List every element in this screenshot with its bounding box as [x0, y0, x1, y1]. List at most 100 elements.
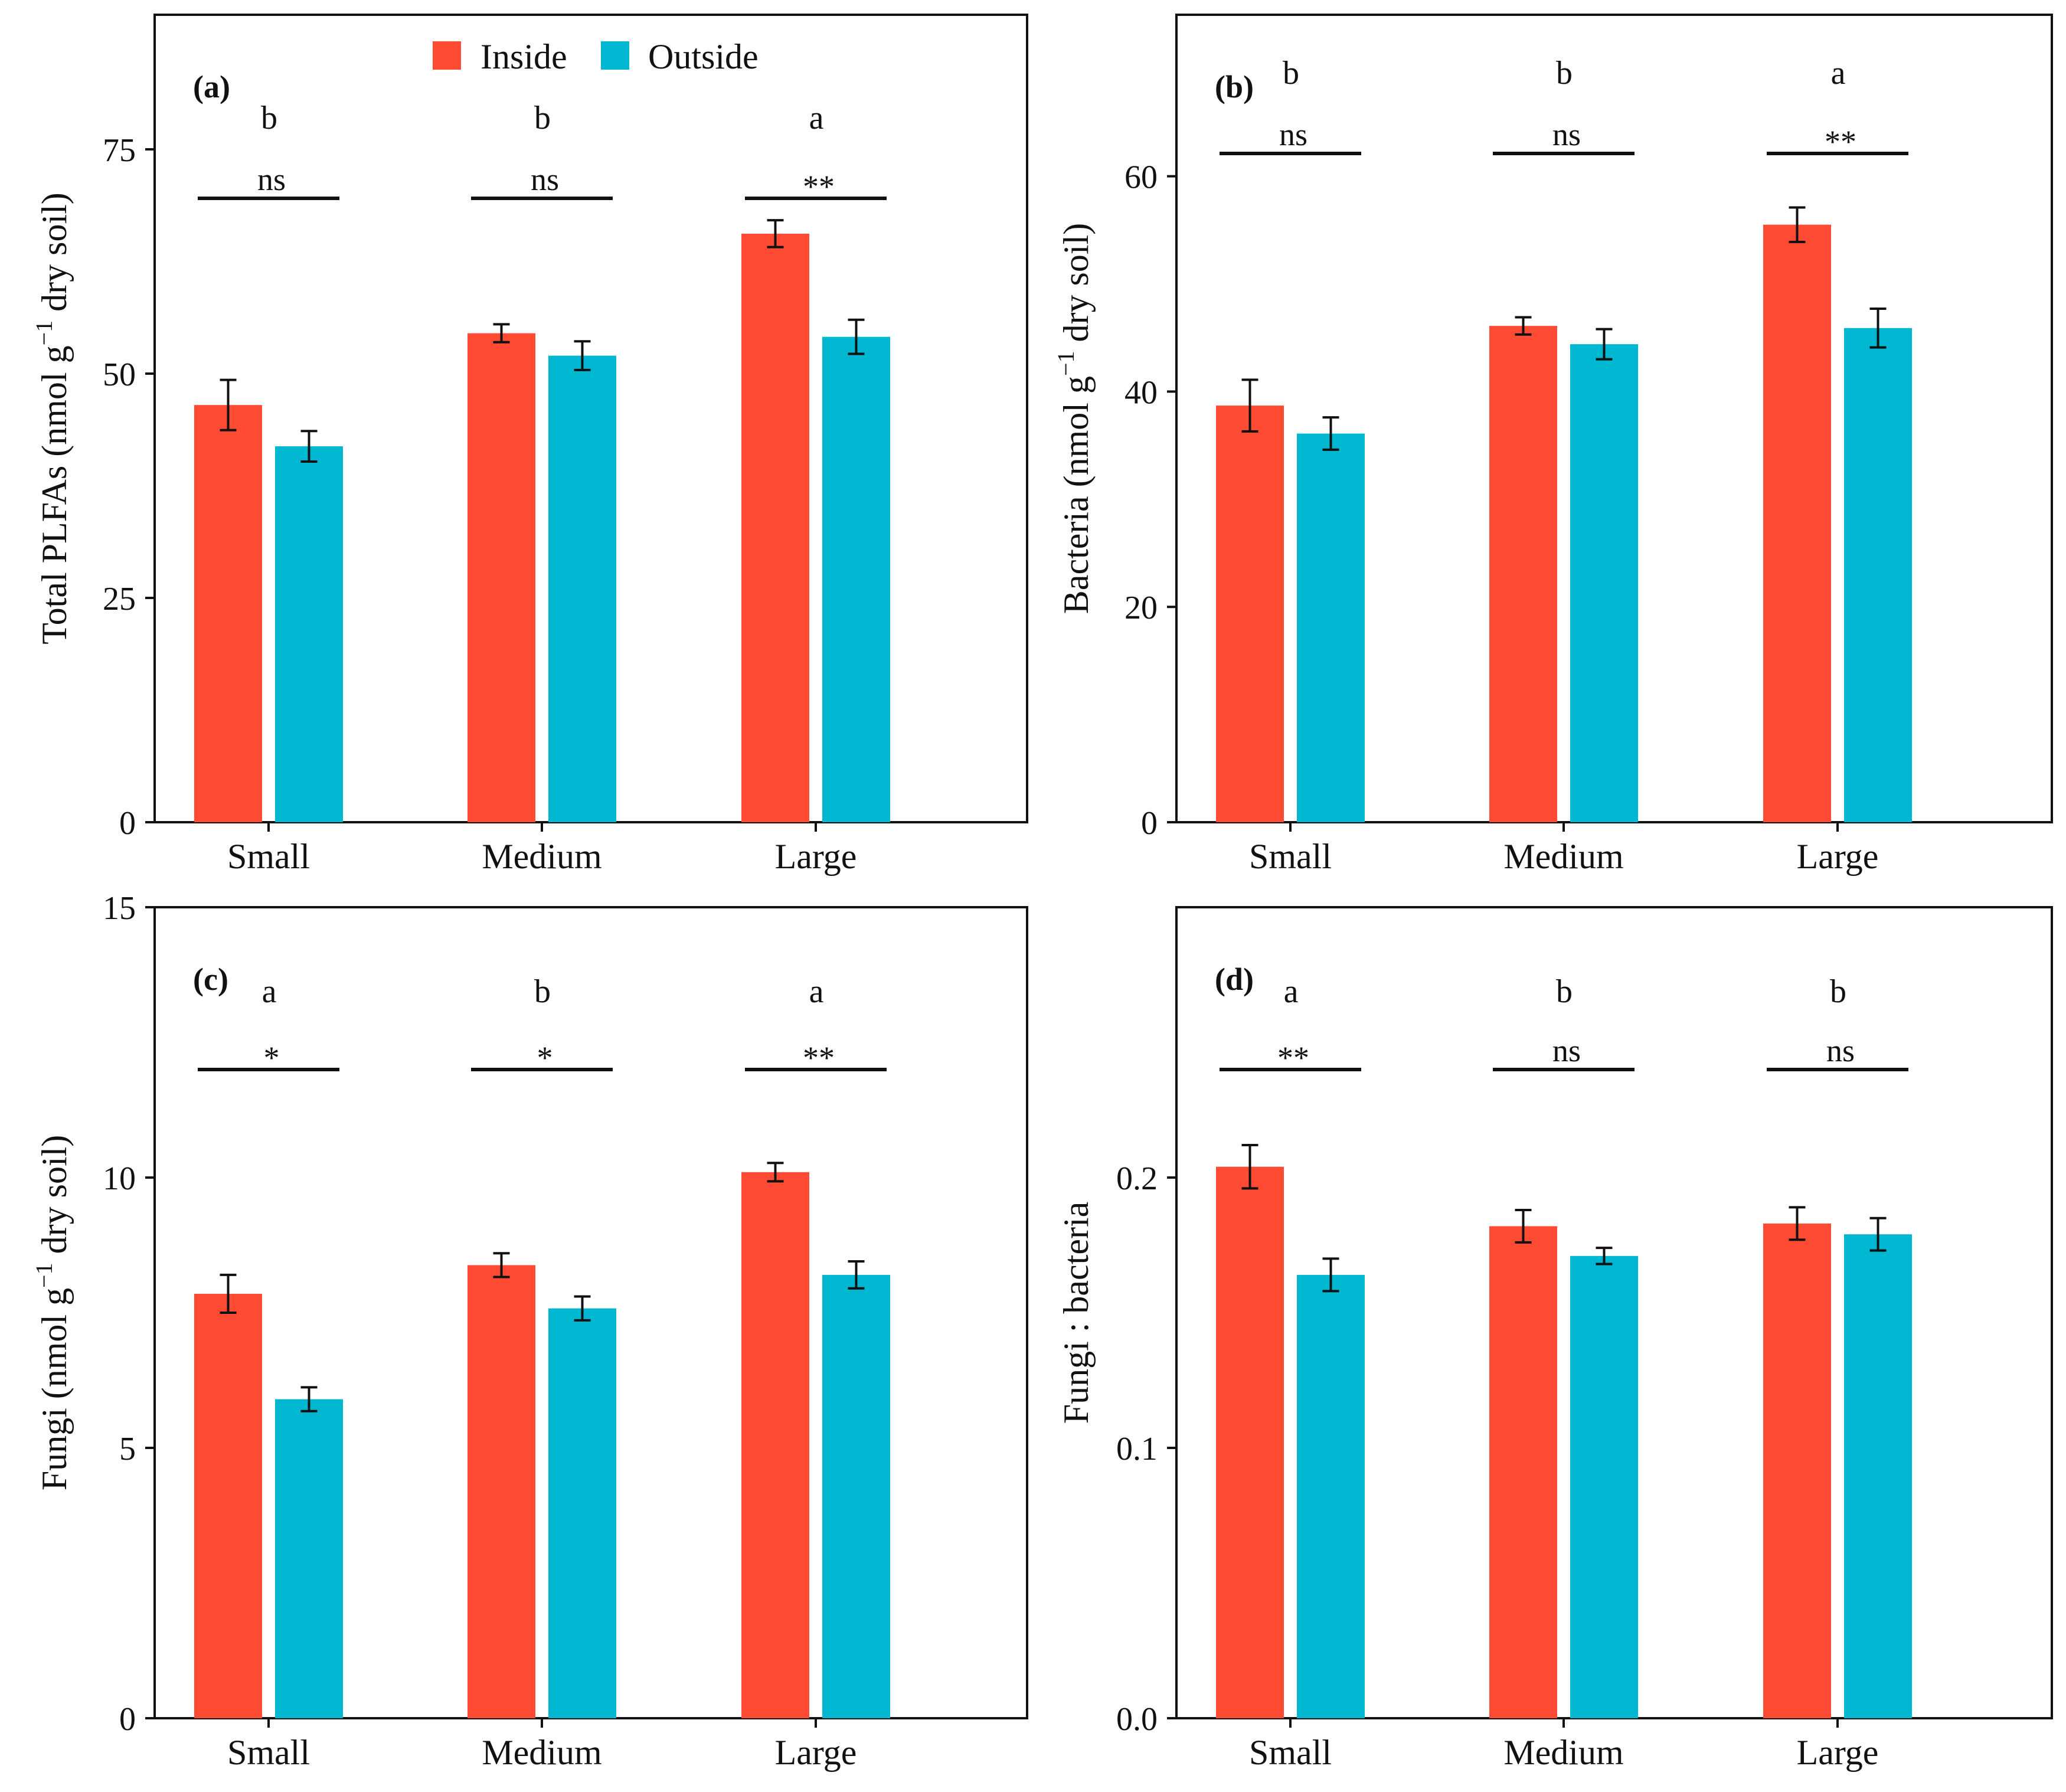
panel-a-bar-outside-large: [822, 336, 890, 822]
panel-c-bar-outside-small: [275, 1399, 343, 1718]
panel-a-bar-inside-large: [741, 233, 809, 822]
panel-b-errorbar: [1789, 206, 1806, 243]
panel-a-errorbar: [574, 340, 591, 371]
panel-a-bar-inside-small: [194, 405, 262, 822]
panel-c-bar-inside-medium: [468, 1265, 535, 1718]
panel-b-ytick-label: 0: [1141, 805, 1158, 842]
panel-c-errorbar: [493, 1252, 510, 1278]
panel-c-group-letter: a: [809, 973, 824, 1010]
panel-d-category-label: Small: [1249, 1733, 1332, 1772]
panel-d-errorbar: [1789, 1206, 1806, 1241]
panel-b-category-label: Large: [1797, 837, 1879, 876]
panel-d-category-label: Medium: [1503, 1733, 1623, 1772]
panel-b-errorbar: [1869, 307, 1887, 349]
panel-a-errorbar: [220, 378, 237, 431]
legend-label-outside: Outside: [648, 37, 759, 76]
panel-a-significance-label: ns: [257, 162, 286, 197]
panel-c-significance-label: *: [264, 1040, 280, 1075]
panel-a-ytick-label: 50: [103, 357, 136, 393]
panel-a-category-label: Medium: [482, 837, 602, 876]
panel-b-group-letter: a: [1831, 55, 1846, 91]
panel-c-label: (c): [193, 962, 228, 997]
panel-d-errorbar: [1515, 1208, 1532, 1244]
panel-c-bar-outside-large: [822, 1274, 890, 1718]
panel-c-ytick-label: 0: [119, 1701, 136, 1738]
panel-b-group-letter: b: [1556, 55, 1573, 91]
panel-c-ytick-label: 5: [119, 1431, 136, 1467]
panel-b-category-label: Medium: [1503, 837, 1623, 876]
panel-b-errorbar: [1241, 378, 1258, 433]
panel-a-category-label: Large: [775, 837, 857, 876]
panel-b-ytick-label: 20: [1124, 590, 1158, 626]
panel-a-ytick-label: 25: [103, 581, 136, 617]
legend: Inside Outside: [433, 37, 759, 76]
panel-c-category-label: Large: [775, 1733, 857, 1772]
panel-d-bar-outside-small: [1297, 1274, 1365, 1718]
panel-c-bar-outside-medium: [548, 1308, 616, 1718]
panel-d-ylabel: Fungi : bacteria: [1057, 1202, 1096, 1424]
panel-d-bar-outside-medium: [1570, 1255, 1638, 1718]
panel-d-ytick-label: 0.2: [1116, 1160, 1158, 1197]
panel-d-significance-label: ns: [1552, 1033, 1581, 1068]
legend-swatch-inside: [433, 41, 461, 70]
panel-a-label: (a): [193, 69, 230, 104]
panel-c-ytick-label: 10: [103, 1160, 136, 1197]
panel-a: 0 25 50 75 Total PLFAs (nmol g−1 dry soil) (a…: [31, 14, 1028, 876]
panel-b-bar-outside-large: [1844, 328, 1912, 822]
panel-a-significance-label: ns: [531, 162, 559, 197]
panel-b-significance-label: ns: [1552, 117, 1581, 152]
panel-a-errorbar: [493, 323, 510, 344]
panel-a-group-letter: a: [809, 100, 824, 136]
panel-b-category-label: Small: [1249, 837, 1332, 876]
panel-a-errorbar: [300, 430, 318, 463]
panel-a-bar-inside-medium: [468, 333, 535, 822]
panel-c-category-label: Small: [227, 1733, 310, 1772]
panel-c-group-letter: a: [262, 973, 277, 1010]
panel-c-ytick-label: 15: [103, 890, 136, 927]
panel-d-bar-inside-medium: [1489, 1226, 1557, 1718]
panel-d-errorbar: [1241, 1144, 1258, 1190]
panel-a-errorbar: [767, 219, 784, 248]
panel-b-ytick-label: 40: [1124, 374, 1158, 411]
panel-b-significance-label: **: [1825, 124, 1856, 159]
panel-b-significance-label: ns: [1279, 117, 1307, 152]
panel-d-errorbar: [1596, 1247, 1613, 1265]
panel-d-label: (d): [1215, 962, 1254, 997]
panel-c-errorbar: [220, 1273, 237, 1314]
panel-b-bar-inside-medium: [1489, 326, 1557, 822]
panel-a-group-letter: b: [261, 100, 277, 136]
panel-c-errorbar: [848, 1260, 865, 1290]
panel-b-ytick-label: 60: [1124, 159, 1158, 196]
panel-b-bar-outside-small: [1297, 433, 1365, 822]
panel-d-ytick-label: 0.1: [1116, 1431, 1158, 1467]
panel-d-significance-label: ns: [1826, 1033, 1855, 1068]
panel-a-group-letter: b: [534, 100, 551, 136]
panel-a-bar-outside-small: [275, 446, 343, 822]
panel-c-errorbar: [574, 1295, 591, 1322]
panel-b-bar-inside-small: [1216, 406, 1284, 822]
panel-c: 0 5 10 15 Fungi (nmol g−1 dry soil) (c) Small a…: [31, 890, 1028, 1772]
panel-a-ytick-label: 75: [103, 132, 136, 169]
panel-d-category-label: Large: [1797, 1733, 1879, 1772]
panel-a-ylabel: Total PLFAs (nmol g−1 dry soil): [31, 192, 74, 645]
panel-d-group-letter: a: [1284, 973, 1299, 1010]
legend-label-inside: Inside: [480, 37, 567, 76]
panel-d-bar-inside-large: [1763, 1223, 1831, 1718]
panel-d-group-letter: b: [1830, 973, 1846, 1010]
panel-c-significance-label: *: [537, 1040, 553, 1075]
panel-d-group-letter: b: [1556, 973, 1573, 1010]
panel-a-category-label: Small: [227, 837, 310, 876]
panel-d-errorbar: [1322, 1257, 1339, 1293]
panel-b: 0 20 40 60 Bacteria (nmol g−1 dry soil) (b) Sm…: [1052, 14, 2053, 876]
panel-c-errorbar: [300, 1386, 318, 1412]
panel-c-errorbar: [767, 1162, 784, 1183]
panel-a-bar-outside-medium: [548, 355, 616, 822]
panel-d: 0.0 0.1 0.2 Fungi : bacteria (d) Small a ** Medi…: [1057, 906, 2053, 1772]
panel-a-errorbar: [848, 318, 865, 355]
panel-b-bar-outside-medium: [1570, 344, 1638, 822]
panel-c-bar-inside-large: [741, 1172, 809, 1718]
panel-d-significance-label: **: [1277, 1040, 1309, 1075]
panel-c-category-label: Medium: [482, 1733, 602, 1772]
panel-d-ytick-label: 0.0: [1116, 1701, 1158, 1738]
